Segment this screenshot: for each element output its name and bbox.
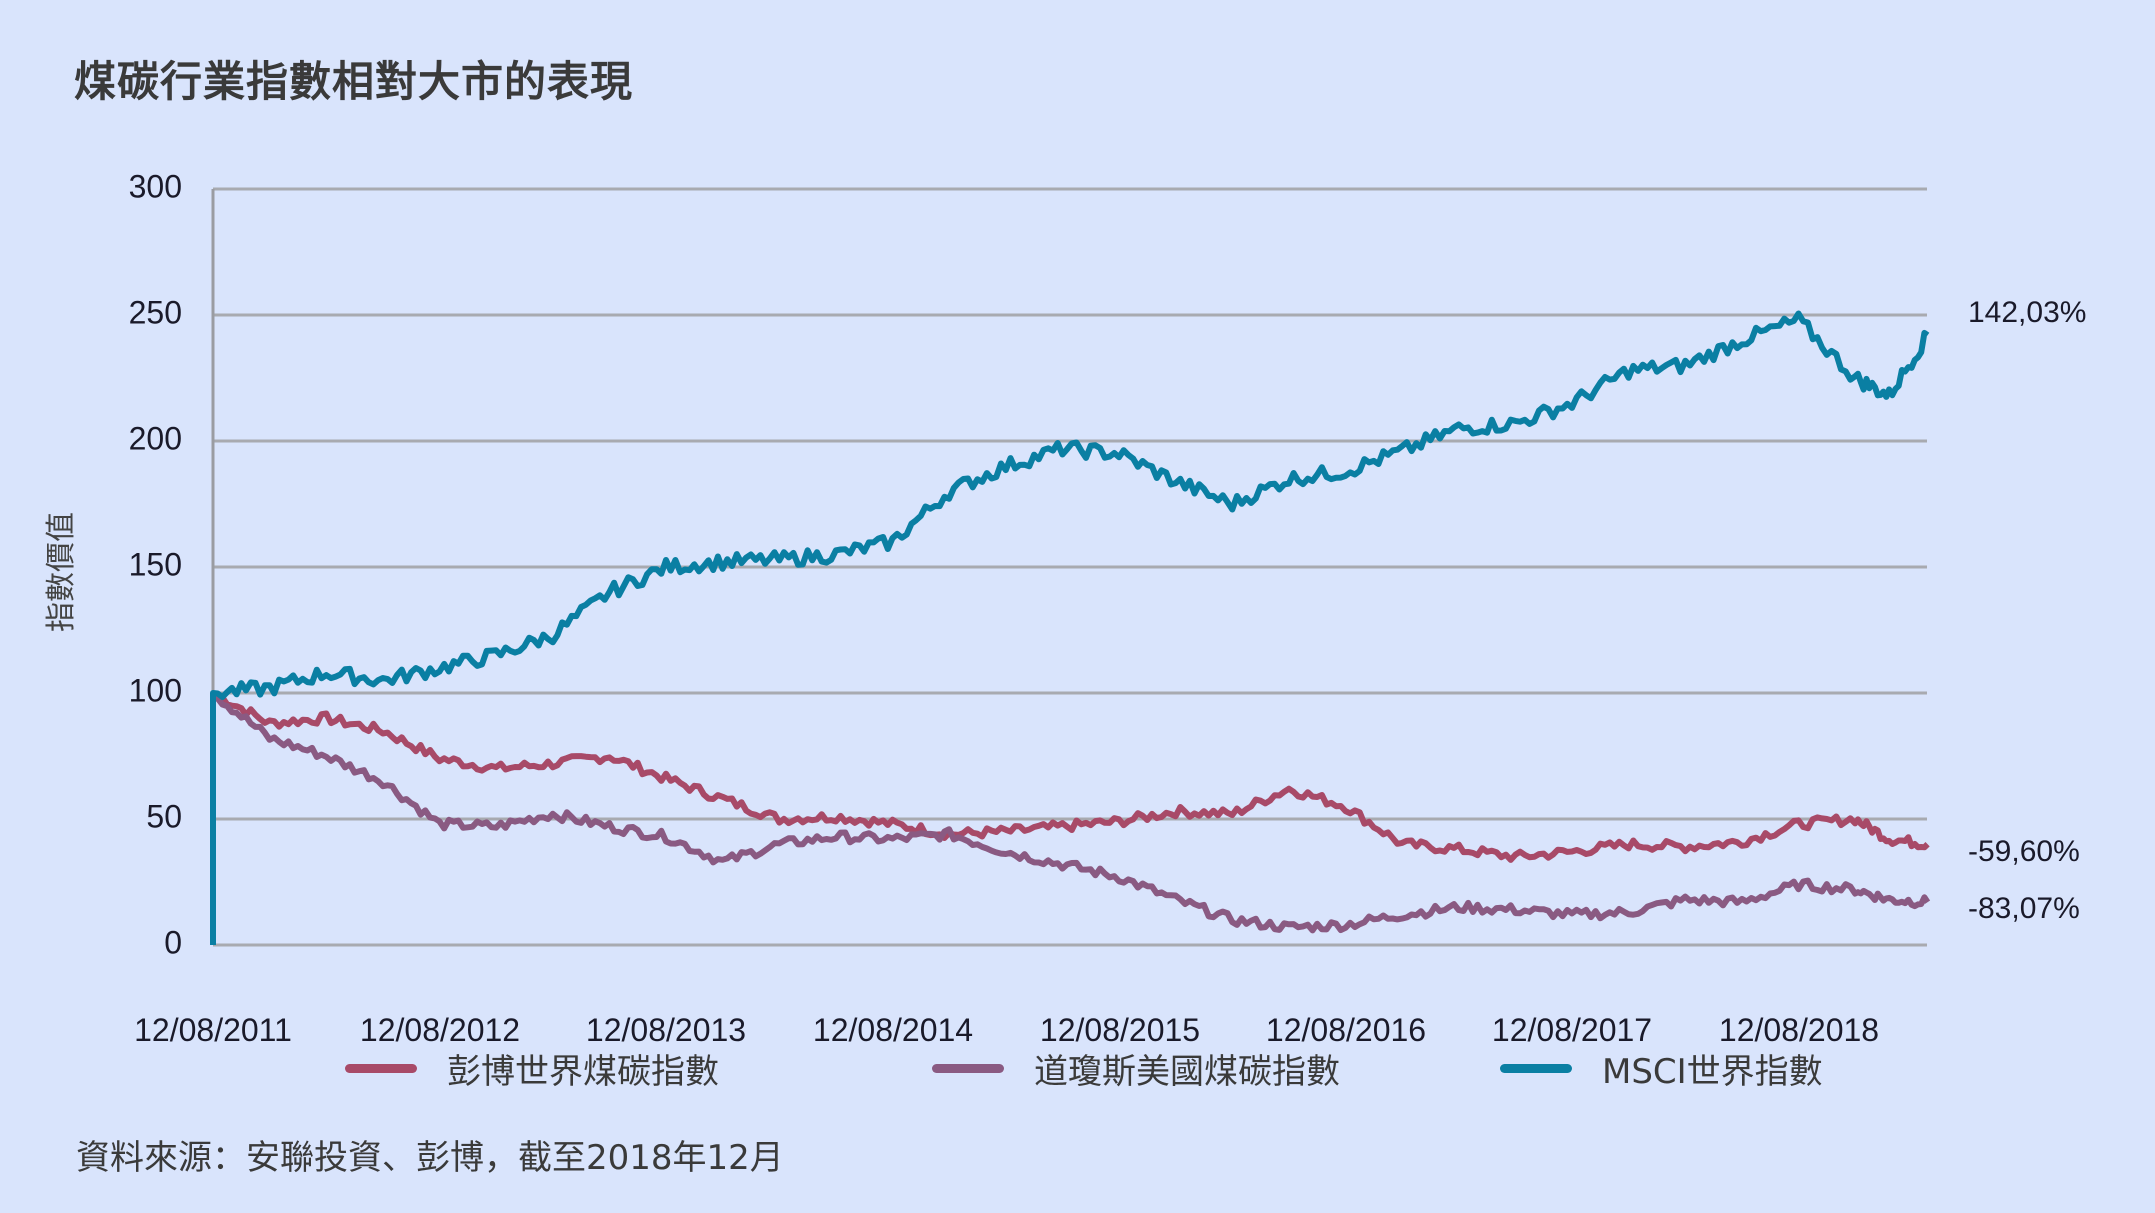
x-tick: 12/08/2018 <box>1718 1012 1880 1048</box>
bloomberg-end-label: -59,60% <box>1968 835 2080 868</box>
legend-swatch-icon <box>345 1063 417 1073</box>
x-tick: 12/08/2011 <box>134 1012 292 1048</box>
x-tick: 12/08/2014 <box>812 1012 974 1048</box>
y-tick: 50 <box>146 798 182 835</box>
x-tick: 12/08/2013 <box>585 1012 747 1048</box>
series-line-msci <box>210 310 1930 945</box>
legend-swatch-icon <box>1500 1063 1572 1073</box>
x-tick: 12/08/2017 <box>1491 1012 1653 1048</box>
series-line-bloomberg <box>211 690 1930 863</box>
y-tick: 0 <box>164 924 182 961</box>
y-tick: 100 <box>128 672 182 709</box>
dowjones-end-label: -83,07% <box>1968 892 2080 925</box>
legend-label: MSCI世界指數 <box>1602 1051 1823 1092</box>
legend-item-msci: MSCI世界指數 <box>1500 1046 1823 1092</box>
source-footnote: 資料來源：安聯投資、彭博，截至2018年12月 <box>76 1138 784 1178</box>
x-tick: 12/08/2016 <box>1265 1012 1427 1048</box>
msci-end-label: 142,03% <box>1968 296 2087 329</box>
y-tick: 150 <box>128 546 182 583</box>
legend-item-dowjones: 道瓊斯美國煤碳指數 <box>932 1046 1340 1092</box>
legend-swatch-icon <box>932 1063 1004 1073</box>
series-lines <box>210 310 1931 945</box>
legend-item-bloomberg: 彭博世界煤碳指數 <box>345 1046 719 1092</box>
legend-label: 道瓊斯美國煤碳指數 <box>1034 1051 1340 1092</box>
chart-title: 煤碳行業指數相對大市的表現 <box>74 57 634 106</box>
y-tick: 300 <box>128 168 182 205</box>
gridlines <box>213 187 1927 947</box>
y-tick: 250 <box>128 294 182 331</box>
series-line-dowjones <box>210 691 1931 934</box>
legend-label: 彭博世界煤碳指數 <box>447 1051 719 1092</box>
y-tick: 200 <box>128 420 182 457</box>
x-tick: 12/08/2015 <box>1039 1012 1201 1048</box>
x-tick: 12/08/2012 <box>359 1012 521 1048</box>
